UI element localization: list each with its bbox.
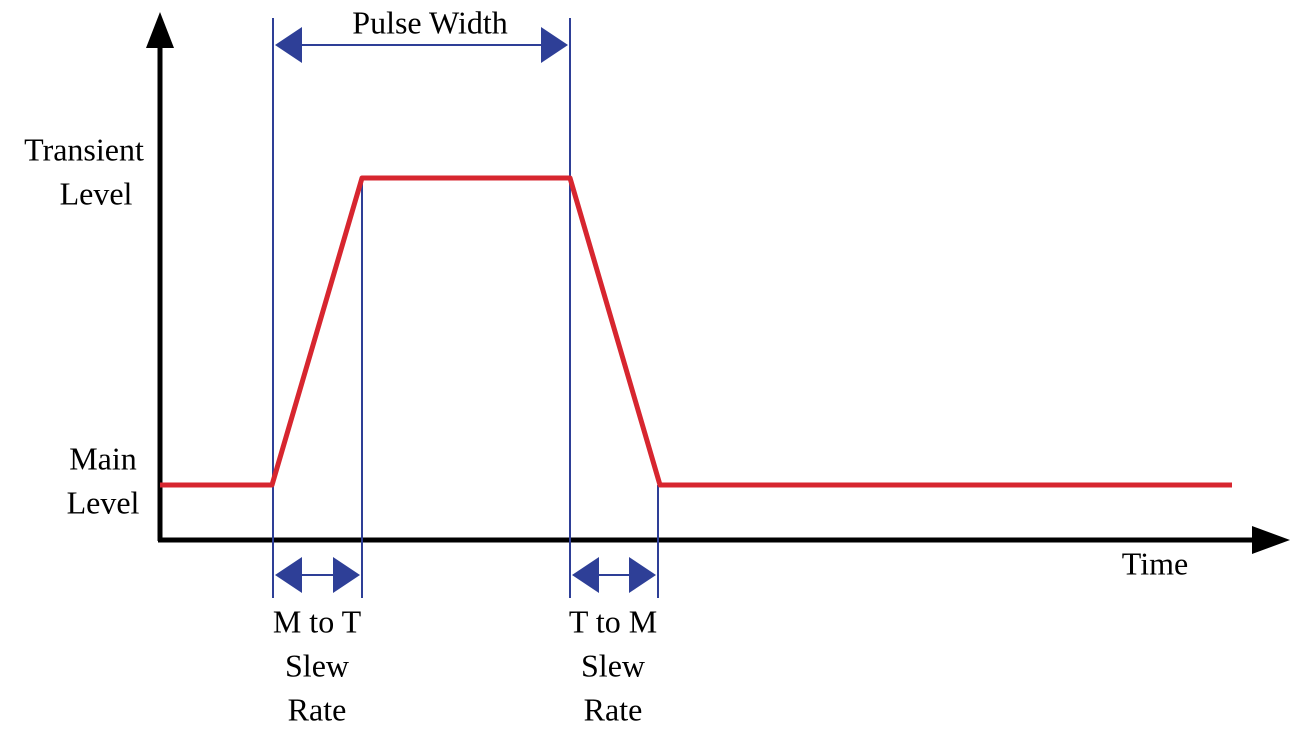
m-to-t-label: Slew [285, 647, 349, 683]
main-label: Main [69, 440, 137, 476]
m-to-t-label: M to T [273, 603, 362, 639]
transient-label: Level [60, 175, 133, 211]
t-to-m-label: Rate [584, 691, 643, 727]
main-label: Level [67, 484, 140, 520]
time-label: Time [1122, 545, 1188, 581]
m-to-t-arrow [275, 557, 360, 593]
arrow-head [541, 27, 568, 63]
pulse-width-arrow [275, 27, 568, 63]
arrow-head [275, 27, 302, 63]
t-to-m-label: T to M [569, 603, 657, 639]
arrow-head [275, 557, 302, 593]
arrow-head [333, 557, 360, 593]
guides [272, 18, 659, 598]
y-axis-arrow [146, 12, 174, 48]
t-to-m-arrow [572, 557, 656, 593]
waveform [160, 175, 1232, 488]
pulse-width-label: Pulse Width [352, 4, 507, 40]
arrow-head [572, 557, 599, 593]
transient-label: Transient [24, 131, 144, 167]
arrow-head [629, 557, 656, 593]
x-axis-arrow [1252, 526, 1290, 554]
t-to-m-label: Slew [581, 647, 645, 683]
m-to-t-label: Rate [288, 691, 347, 727]
